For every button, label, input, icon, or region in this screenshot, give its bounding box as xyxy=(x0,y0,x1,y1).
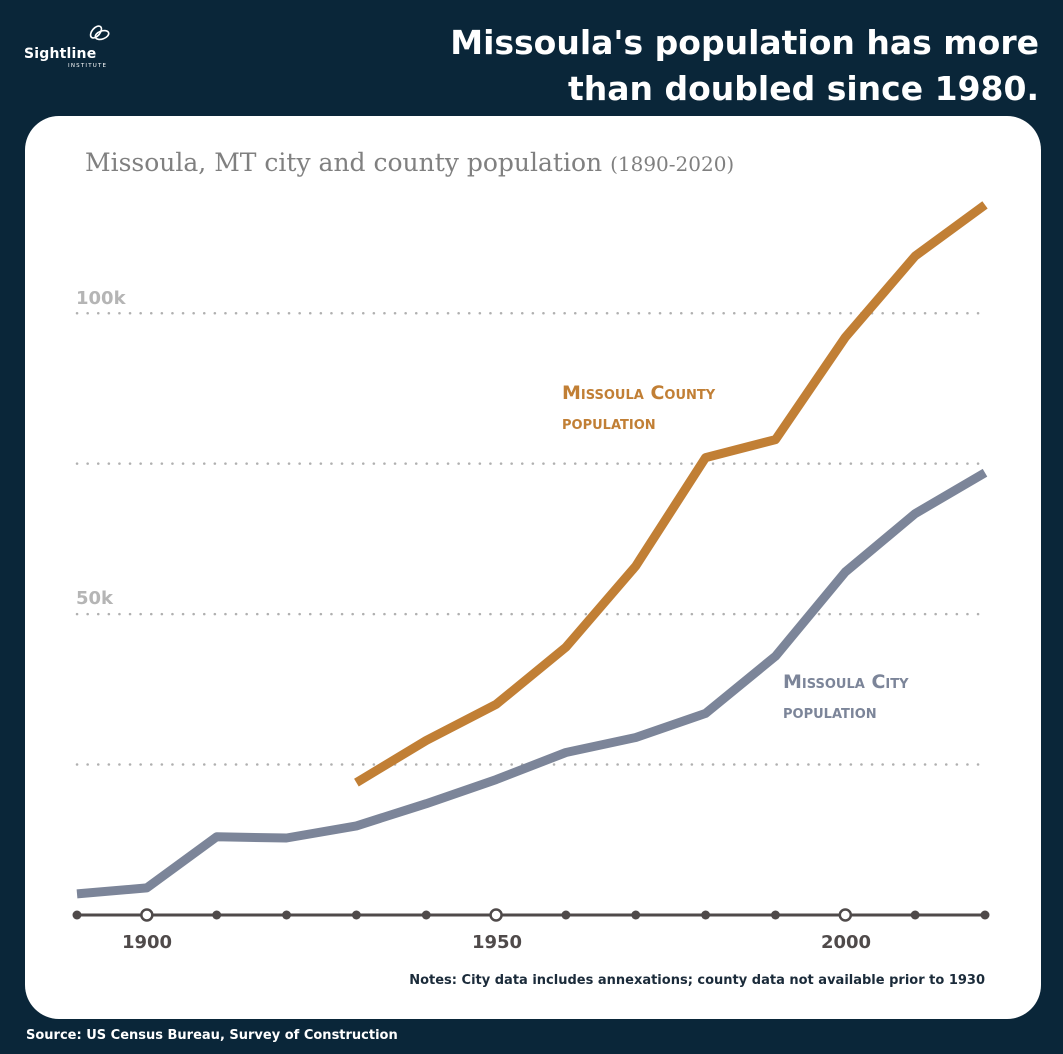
x-axis-dot xyxy=(631,910,641,920)
chart-notes: Notes: City data includes annexations; c… xyxy=(409,973,985,988)
headline: Missoula's population has more than doub… xyxy=(279,20,1039,112)
county-series-label: Missoula County population xyxy=(562,378,715,438)
x-axis-major-tick xyxy=(838,908,853,922)
county-label-line-1: Missoula County xyxy=(562,382,716,404)
x-axis-dot xyxy=(561,910,571,920)
headline-line-1: Missoula's population has more xyxy=(450,23,1039,62)
chart-title-range: (1890-2020) xyxy=(610,152,735,176)
y-tick-label-50k: 50k xyxy=(76,588,114,609)
x-axis-dot xyxy=(701,910,711,920)
x-axis-dot xyxy=(212,910,222,920)
x-axis-major-tick xyxy=(140,908,154,922)
x-axis-dot xyxy=(282,910,292,920)
x-axis-dot xyxy=(351,910,361,920)
city-series-label: Missoula City population xyxy=(783,667,909,727)
county-series-line xyxy=(354,201,988,787)
logo-name: Sightline xyxy=(24,46,97,62)
x-axis-dot xyxy=(910,910,920,920)
x-axis-dot xyxy=(72,910,82,920)
chart-title: Missoula, MT city and county population … xyxy=(85,148,734,177)
x-axis-dot xyxy=(770,910,780,920)
sightline-logo: Sightline INSTITUTE xyxy=(22,22,122,72)
logo-subtitle: INSTITUTE xyxy=(68,63,108,69)
logo-mark-icon xyxy=(89,25,110,41)
x-tick-label-1900: 1900 xyxy=(121,932,173,953)
x-axis-dot xyxy=(421,910,431,920)
series-lines xyxy=(76,201,988,899)
city-series-line xyxy=(76,468,988,899)
headline-line-2: than doubled since 1980. xyxy=(568,69,1039,108)
x-tick-label-2000: 2000 xyxy=(820,932,872,953)
x-axis-dot xyxy=(980,910,990,920)
chart-card xyxy=(25,116,1041,1019)
source-credit: Source: US Census Bureau, Survey of Cons… xyxy=(26,1028,398,1043)
chart-title-text: Missoula, MT city and county population xyxy=(85,148,603,177)
county-label-line-2: population xyxy=(562,412,656,434)
x-tick-label-1950: 1950 xyxy=(471,932,523,953)
city-label-line-1: Missoula City xyxy=(783,671,909,693)
city-label-line-2: population xyxy=(783,701,877,723)
x-axis xyxy=(72,908,990,922)
y-tick-label-100k: 100k xyxy=(76,288,126,309)
x-axis-major-tick xyxy=(489,908,503,922)
